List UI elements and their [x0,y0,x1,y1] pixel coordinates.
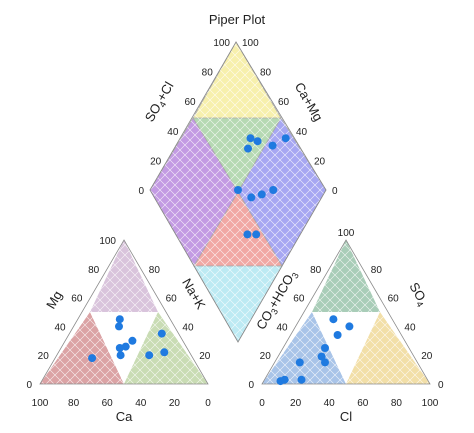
anion-bottom-tick: 80 [391,398,403,409]
anion-bottom-tick: 60 [357,398,369,409]
cation-bottom-tick: 0 [205,398,211,409]
diamond-right-tick: 80 [260,68,272,79]
diamond-left-tick: 20 [150,156,162,167]
anion-right-tick: 60 [388,294,400,305]
anion-bottom-tick: 0 [259,398,265,409]
axis-label-so4-cl: SO4+Cl [142,79,179,125]
diamond-point [252,230,261,239]
cation-point [88,354,97,363]
diamond-point [244,144,252,153]
anion-left-tick: 40 [276,322,288,333]
cation-point [115,322,123,331]
axis-label-so4: SO4 [405,280,432,309]
cation-point [160,348,169,357]
anion-left-tick: 80 [310,265,322,276]
anion-point [295,358,304,367]
cation-triangle [39,239,209,385]
cation-point [115,315,124,324]
cation-bottom-tick: 80 [68,398,80,409]
cation-bottom-tick: 20 [169,398,181,409]
cation-left-tick: 40 [54,322,66,333]
anion-bottom-tick: 20 [290,398,302,409]
diamond-right-tick: 100 [242,38,259,49]
cation-right-tick: 60 [166,294,178,305]
anion-point [321,358,329,367]
axis-label-ca-mg: Ca+Mg [292,80,326,124]
cation-bottom-tick: 40 [135,398,147,409]
anion-point [297,375,306,384]
anion-left-tick: 0 [248,380,254,391]
diamond-point [268,141,277,150]
anion-triangle [261,239,431,385]
cation-left-tick: 20 [38,351,50,362]
cation-bottom-tick: 60 [102,398,114,409]
anion-right-tick: 80 [371,265,383,276]
diamond-left-tick: 60 [184,97,196,108]
diamond-right-tick: 40 [296,127,308,138]
cation-left-tick: 100 [99,236,116,247]
anion-right-tick: 40 [404,322,416,333]
cation-right-tick: 20 [199,351,211,362]
anion-right-tick: 0 [438,380,444,391]
diamond-right-tick: 60 [278,97,290,108]
anion-left-tick: 20 [260,351,272,362]
tick-labels: 0 20 40 60 80 100 100 80 60 40 20 0 80 60 40 20 80 60 40 20… [26,38,444,409]
anion-point [317,352,326,361]
cation-left-tick: 80 [88,265,100,276]
anion-point [345,322,354,331]
diamond-point [257,190,266,199]
anion-right-tick: 20 [421,351,433,362]
anion-bottom-tick: 100 [422,398,439,409]
diamond-point [269,186,278,194]
data-points [88,134,354,386]
cation-point [157,329,166,338]
cation-point [145,351,154,360]
anion-point [280,375,289,384]
diamond-point [253,137,262,146]
cation-left-tick: 0 [26,380,32,391]
anion-point [329,315,338,324]
diamond-point [234,186,242,194]
cation-left-tick: 60 [71,294,83,305]
diamond-point [246,134,255,143]
anion-bottom-tick: 40 [324,398,336,409]
cation-right-tick: 80 [149,265,161,276]
cation-point [128,336,137,345]
diamond-right-tick: 20 [314,156,326,167]
anion-top-tick: 100 [338,228,355,239]
diamond-left-tick: 40 [167,127,179,138]
axis-label-mg: Mg [43,288,65,311]
diamond-point [281,134,290,143]
anion-left-tick: 60 [293,294,305,305]
anion-point [321,344,329,352]
cation-point [115,344,124,352]
diamond-point [247,193,256,202]
diamond-right-tick: 0 [332,186,338,197]
anion-point [333,331,342,339]
diamond-left-tick: 80 [202,68,214,79]
chart-title: Piper Plot [209,12,266,27]
cation-point [116,351,125,360]
axis-label-cl: Cl [340,409,352,424]
diamond-left-tick: 0 [138,186,144,197]
cation-right-tick: 40 [182,322,194,333]
axis-label-ca: Ca [116,409,133,424]
diamond-left-tick: 100 [213,38,230,49]
diamond-point [243,230,252,239]
cation-bottom-tick: 100 [32,398,49,409]
